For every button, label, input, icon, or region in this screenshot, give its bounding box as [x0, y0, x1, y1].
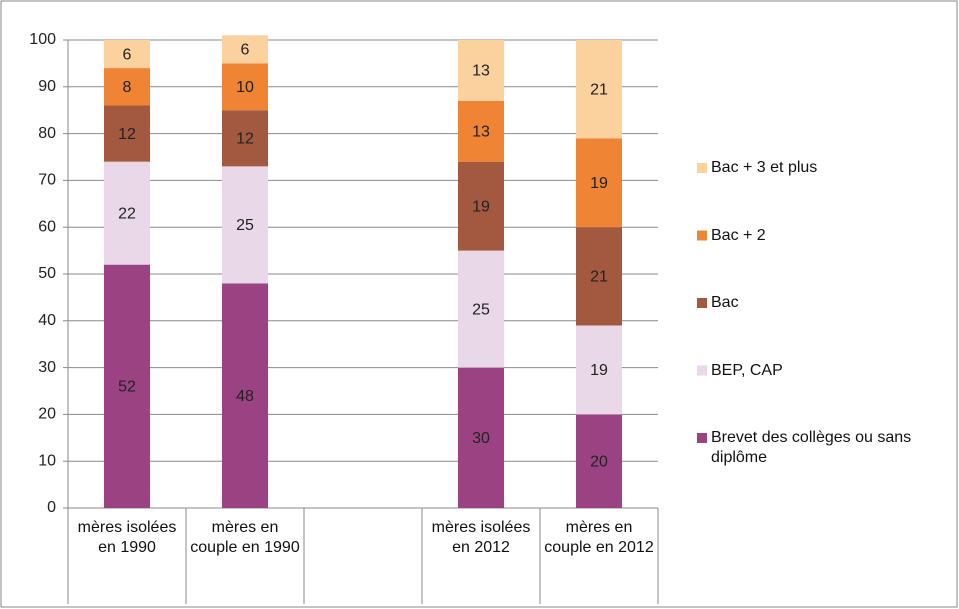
y-tick-label: 40 — [38, 312, 56, 329]
bar-segment — [576, 414, 622, 508]
y-tick-label: 100 — [29, 31, 56, 48]
y-tick-label: 90 — [38, 78, 56, 95]
data-label: 22 — [118, 205, 136, 222]
x-tick-label: mères isolées en 2012 — [431, 519, 531, 556]
y-tick-label: 10 — [38, 452, 56, 469]
legend-label: BEP, CAP — [711, 361, 783, 379]
bar-segment — [458, 367, 504, 508]
y-tick-label: 30 — [38, 359, 56, 376]
y-tick-label: 20 — [38, 406, 56, 423]
bar-segment — [458, 250, 504, 368]
data-label: 52 — [118, 379, 136, 396]
data-label: 12 — [118, 126, 136, 143]
bar-segment — [222, 63, 268, 111]
bar-segment — [576, 138, 622, 228]
bar-segment — [222, 110, 268, 167]
x-tick-label: mères en couple en 2012 — [544, 519, 654, 556]
data-label: 25 — [472, 301, 490, 318]
bar-segment — [104, 105, 150, 162]
bar-segment — [576, 325, 622, 415]
bar-segment — [222, 166, 268, 284]
legend-swatch — [697, 230, 707, 241]
data-label: 19 — [590, 362, 608, 379]
y-tick-label: 70 — [38, 172, 56, 189]
data-label: 6 — [241, 42, 250, 59]
data-label: 8 — [123, 79, 132, 96]
legend-swatch — [697, 365, 707, 376]
bar-segment — [104, 161, 150, 265]
y-tick-label: 80 — [38, 125, 56, 142]
bar-segment — [458, 161, 504, 251]
bar-segment — [458, 100, 504, 162]
data-label: 30 — [472, 430, 490, 447]
data-label: 21 — [590, 81, 608, 98]
bar-segment — [576, 40, 622, 139]
legend-swatch — [697, 298, 707, 308]
data-label: 19 — [472, 198, 490, 215]
legend-label: Bac — [711, 294, 739, 311]
legend-swatch — [697, 433, 707, 443]
legend-label: Brevet des collèges ou sans diplôme — [711, 429, 912, 466]
x-tick-label: mères en couple en 1990 — [190, 519, 300, 556]
x-tick-label: mères isolées en 1990 — [77, 519, 177, 556]
y-tick-label: 60 — [38, 218, 56, 235]
data-label: 21 — [590, 269, 608, 286]
bar-segment — [104, 68, 150, 106]
legend-label: Bac + 2 — [711, 226, 766, 244]
data-label: 25 — [236, 217, 254, 234]
bar-segment — [222, 35, 268, 64]
bar-segment — [576, 227, 622, 326]
data-label: 12 — [236, 130, 254, 147]
bar-segment — [458, 40, 504, 101]
data-label: 20 — [590, 453, 608, 470]
bar-segment — [104, 264, 150, 508]
legend-swatch — [697, 163, 707, 173]
y-tick-label: 50 — [38, 265, 56, 282]
bar-segment — [104, 40, 150, 69]
legend-label: Bac + 3 et plus — [711, 159, 818, 176]
data-label: 13 — [472, 63, 490, 80]
data-label: 6 — [123, 46, 132, 63]
data-label: 48 — [236, 388, 254, 405]
data-label: 19 — [590, 175, 608, 192]
bar-segment — [222, 283, 268, 508]
y-tick-label: 0 — [47, 499, 56, 516]
data-label: 13 — [472, 123, 490, 140]
data-label: 10 — [236, 79, 254, 96]
